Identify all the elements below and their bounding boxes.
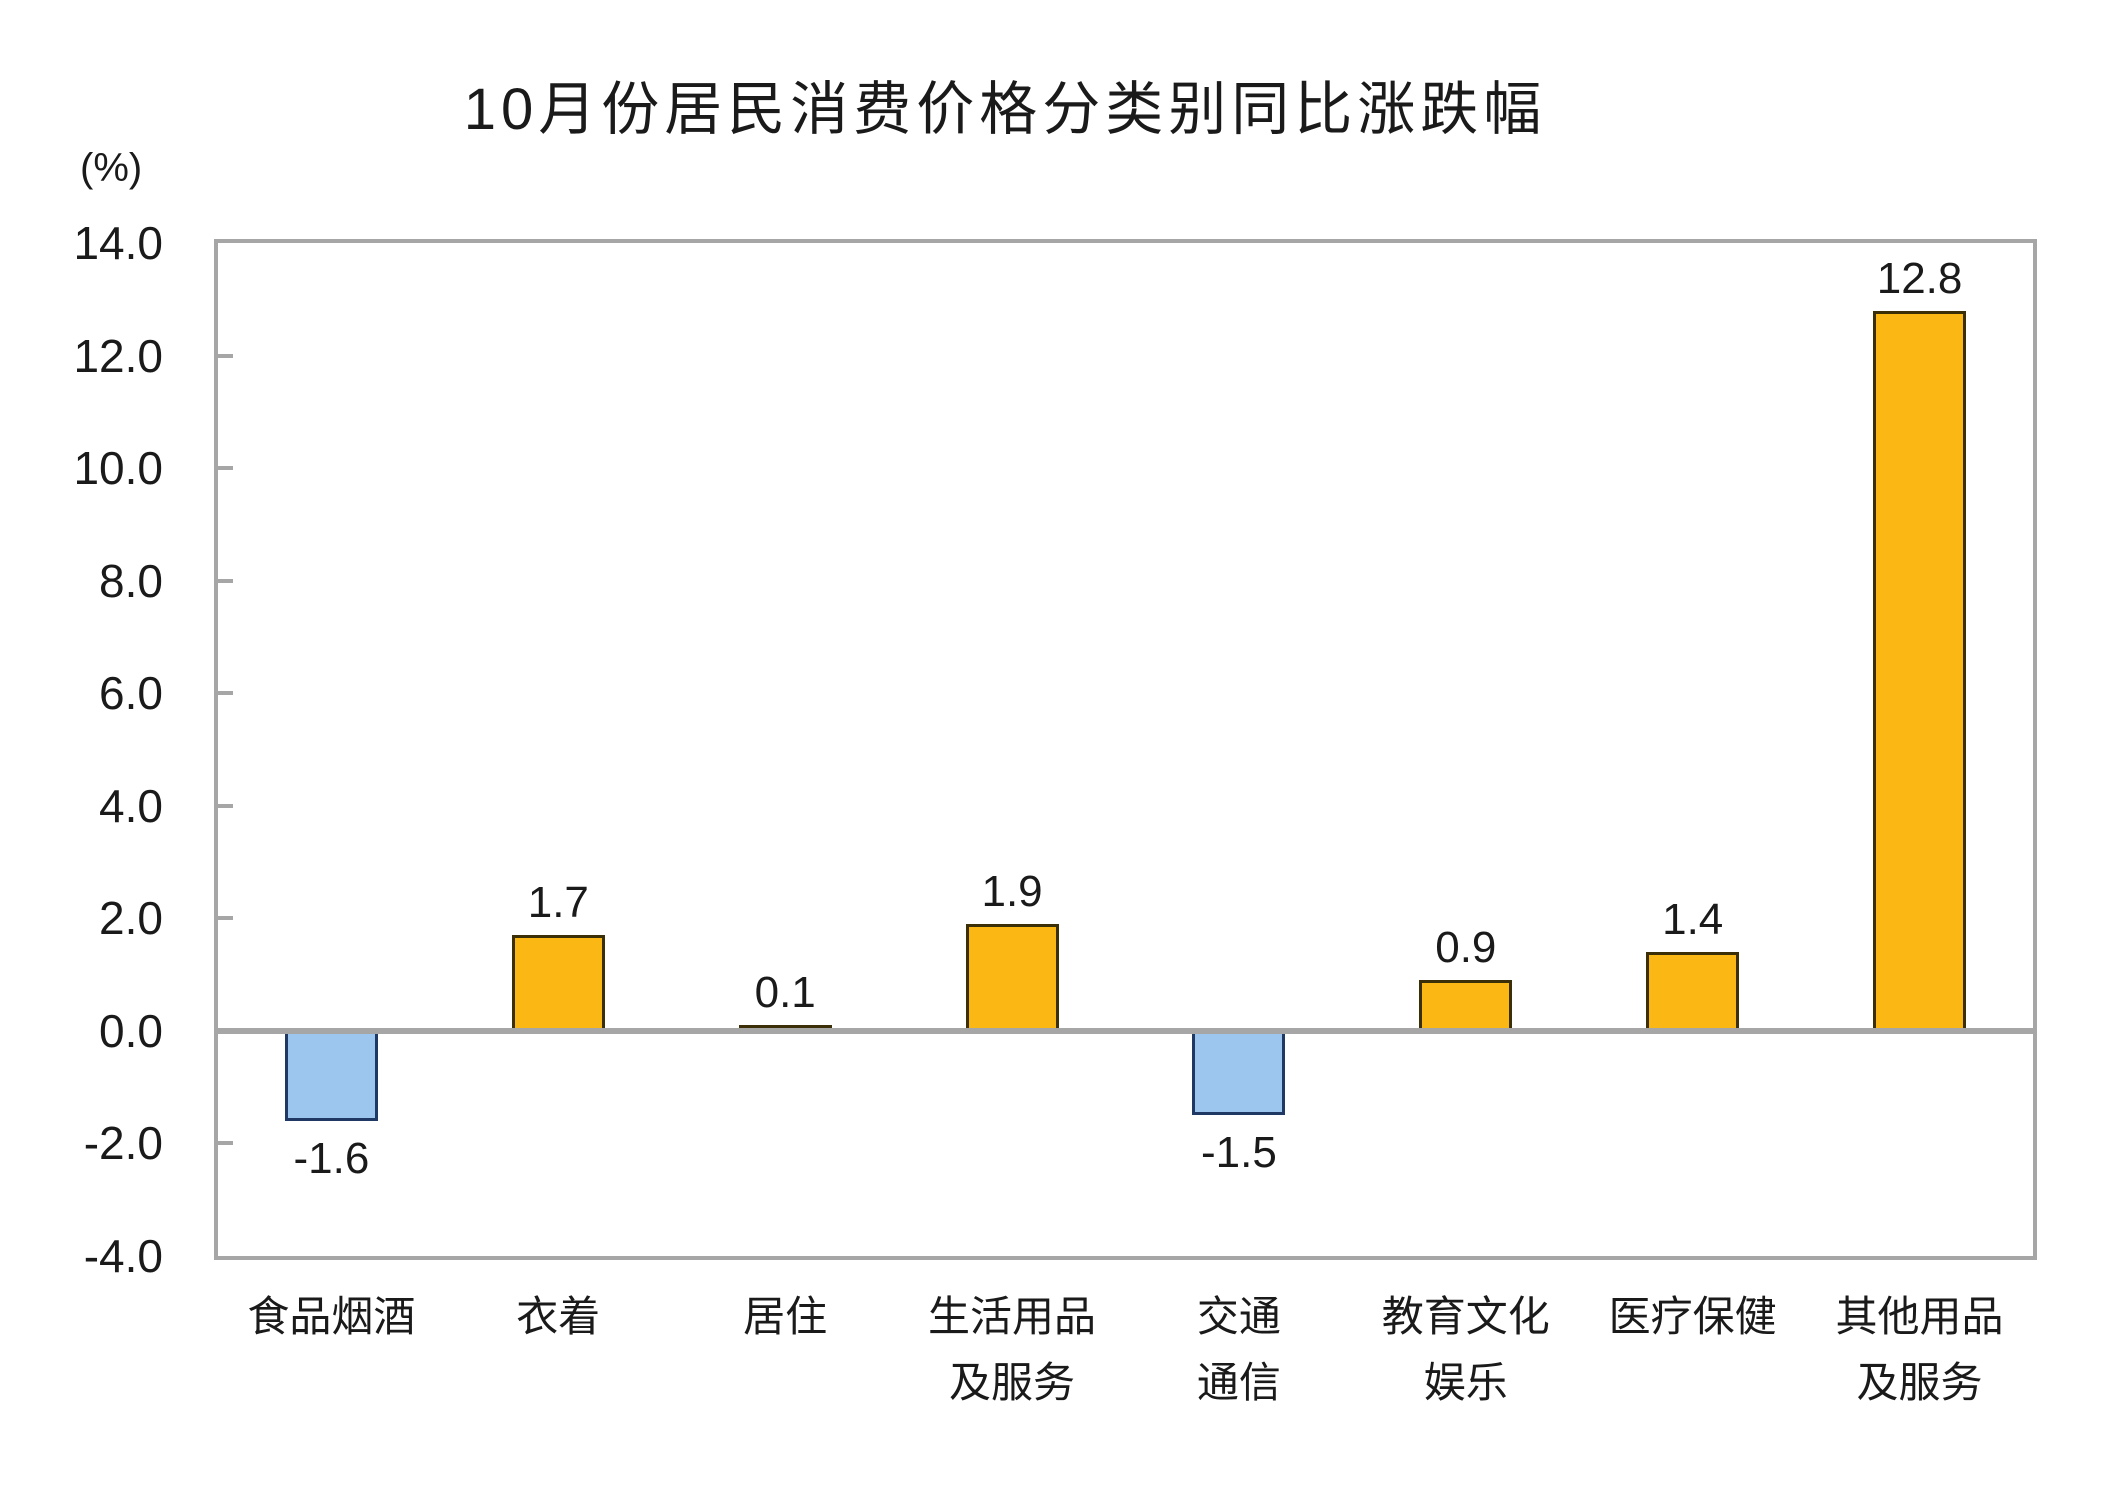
y-axis-tick-label: 0.0 [99,1004,163,1057]
y-axis-tick [218,578,233,583]
y-axis-tick-label: 10.0 [73,442,163,495]
y-axis-tick [218,1141,233,1146]
bar-value-label: 1.7 [527,878,589,928]
plot-area [214,239,2037,1260]
bar [511,935,605,1031]
category-label: 交通 通信 [1126,1284,1353,1416]
bar [1192,1030,1286,1116]
category-label: 教育文化 娱乐 [1352,1284,1579,1416]
y-axis-tick-label: 2.0 [99,892,163,945]
y-axis-tick-label: 8.0 [99,554,163,607]
category-label-line: 生活用品 [928,1293,1097,1340]
chart-title: 10月份居民消费价格分类别同比涨跌幅 [463,77,1547,142]
y-axis-tick-label: 4.0 [99,779,163,832]
y-axis-tick-label: -2.0 [83,1117,163,1170]
category-label: 生活用品 及服务 [899,1284,1126,1416]
bar-value-label: 1.4 [1662,895,1724,945]
bar [1419,980,1513,1031]
bar-value-label: 12.8 [1876,253,1963,303]
category-label: 医疗保健 [1579,1284,1806,1350]
bar-value-label: 0.1 [754,968,816,1018]
y-axis-tick [218,691,233,696]
category-label: 居住 [672,1284,899,1350]
category-label-line: 其他用品 [1835,1293,2004,1340]
category-label-line: 及服务 [1856,1359,1983,1406]
bar-value-label: 0.9 [1435,923,1497,973]
category-label-line: 交通 [1196,1293,1281,1340]
category-label-line: 食品烟酒 [247,1293,416,1340]
category-label-line: 医疗保健 [1608,1293,1777,1340]
category-label-line: 及服务 [949,1359,1076,1406]
category-label-line: 教育文化 [1381,1293,1550,1340]
bar [1873,310,1967,1031]
category-label: 食品烟酒 [218,1284,445,1350]
category-label: 衣着 [445,1284,672,1350]
bar-value-label: -1.6 [293,1133,370,1183]
y-axis-tick [218,353,233,358]
category-label-line: 通信 [1196,1359,1281,1406]
category-label-line: 居住 [743,1293,828,1340]
y-axis-tick [218,803,233,808]
y-axis-tick [218,466,233,471]
category-label: 其他用品 及服务 [1806,1284,2033,1416]
y-axis-tick-label: 6.0 [99,667,163,720]
y-axis-tick [218,916,233,921]
y-axis-tick-label: 12.0 [73,329,163,382]
y-axis-tick-label: -4.0 [83,1230,163,1282]
bar-value-label: 1.9 [981,866,1043,916]
bar-value-label: -1.5 [1201,1128,1277,1178]
zero-baseline [218,1027,2033,1034]
y-axis-unit-label: (%) [80,146,143,190]
bar [1646,952,1740,1031]
y-axis-tick-label: 14.0 [73,217,163,269]
bar [965,923,1059,1031]
category-label-line: 衣着 [516,1293,601,1340]
category-label-line: 娱乐 [1423,1359,1508,1406]
